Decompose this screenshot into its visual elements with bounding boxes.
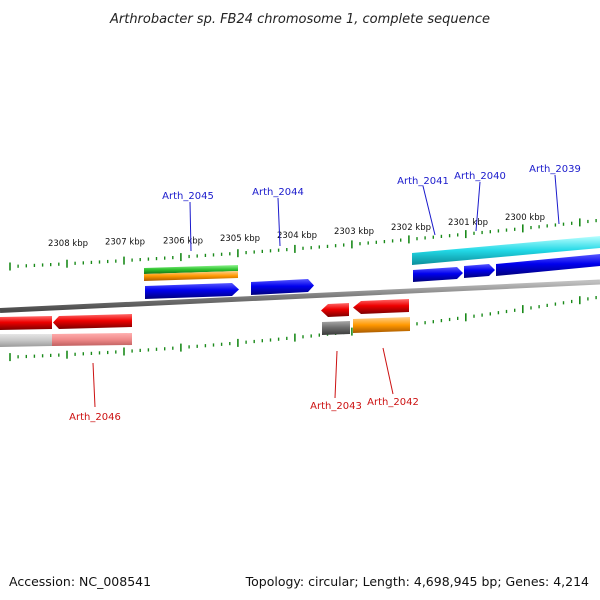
feature-gray-light[interactable]: [0, 334, 52, 347]
scale-label-2301: 2301 kbp: [448, 218, 488, 228]
rna-feature-cyan[interactable]: [412, 236, 600, 265]
gene-label-arth-2042[interactable]: Arth_2042: [367, 397, 419, 408]
cds-arth-2040[interactable]: [464, 264, 495, 278]
gene-label-arth-2039[interactable]: Arth_2039: [529, 164, 581, 175]
gene-label-arth-2043[interactable]: Arth_2043: [310, 401, 362, 412]
scale-label-2303: 2303 kbp: [334, 227, 374, 237]
scale-label-2306: 2306 kbp: [163, 237, 203, 247]
scale-label-2304: 2304 kbp: [277, 231, 317, 241]
feature-orange-reverse[interactable]: [353, 317, 410, 333]
feature-pink[interactable]: [52, 333, 132, 346]
gene-label-arth-2044[interactable]: Arth_2044: [252, 187, 304, 198]
scale-label-2308: 2308 kbp: [48, 239, 88, 249]
chromosome-backbone: [0, 279, 600, 313]
cds-arth-2042[interactable]: [353, 299, 409, 314]
gene-label-arth-2046[interactable]: Arth_2046: [69, 412, 121, 423]
genome-summary-text: Topology: circular; Length: 4,698,945 bp…: [245, 574, 589, 589]
accession-text: Accession: NC_008541: [9, 574, 152, 589]
scale-label-2302: 2302 kbp: [391, 223, 431, 233]
scale-label-2300: 2300 kbp: [505, 213, 545, 223]
map-title: Arthrobacter sp. FB24 chromosome 1, comp…: [109, 12, 490, 27]
cds-reverse-left-edge[interactable]: [0, 316, 52, 330]
cds-arth-2046[interactable]: [53, 314, 132, 329]
gene-leader-lines: [92, 174, 560, 408]
scale-label-2307: 2307 kbp: [105, 238, 145, 248]
cds-arth-2045[interactable]: [145, 283, 239, 299]
cds-arth-2044[interactable]: [251, 279, 314, 295]
scale-label-2305: 2305 kbp: [220, 234, 260, 244]
scale-ticks-upper: [9, 218, 597, 271]
feature-orange-forward[interactable]: [144, 271, 238, 281]
gene-label-arth-2040[interactable]: Arth_2040: [454, 171, 506, 182]
gene-label-arth-2045[interactable]: Arth_2045: [162, 191, 214, 202]
cds-arth-2039[interactable]: [496, 254, 600, 276]
feature-gray-dark[interactable]: [322, 321, 350, 335]
gene-label-arth-2041[interactable]: Arth_2041: [397, 176, 449, 187]
cds-arth-2041[interactable]: [413, 267, 463, 282]
cds-arth-2043[interactable]: [321, 303, 349, 317]
